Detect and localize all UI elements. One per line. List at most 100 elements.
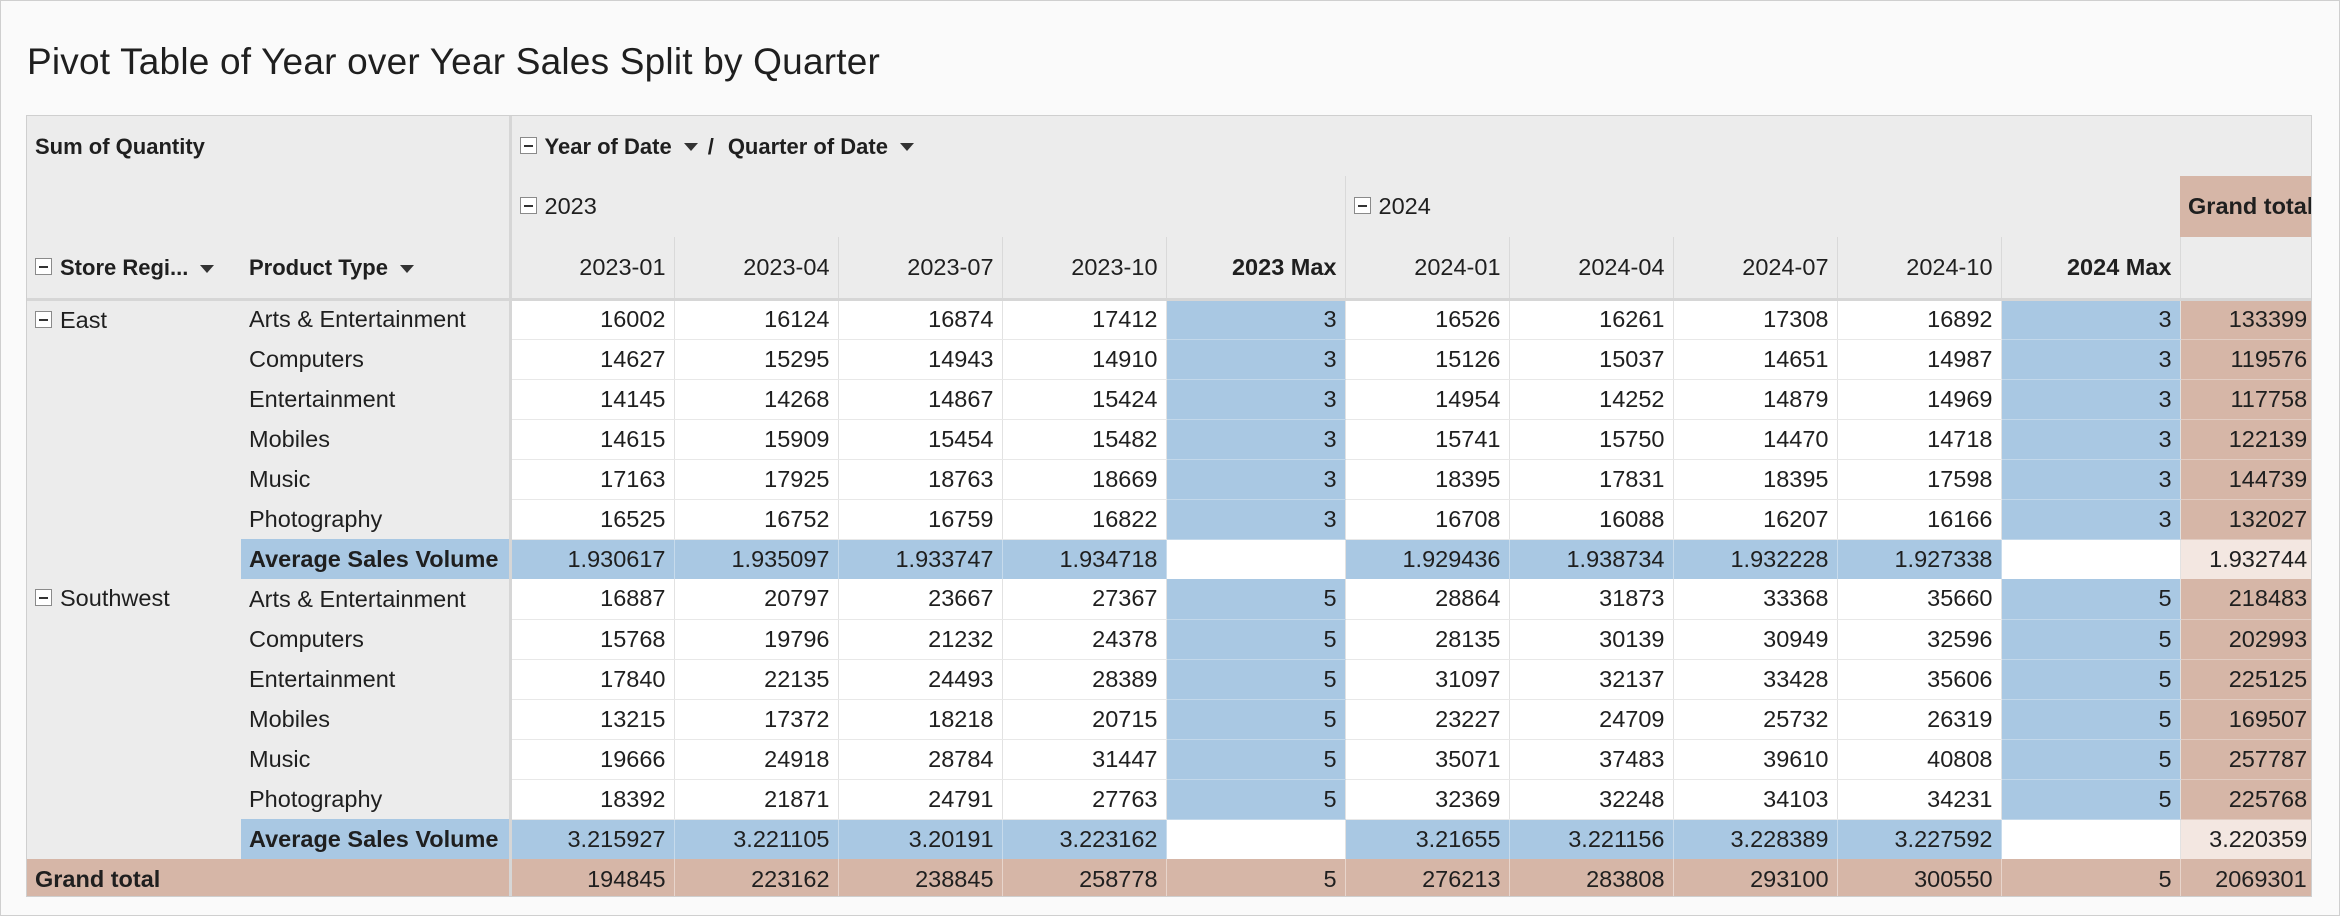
value-cell[interactable]: 24709 <box>1509 699 1674 740</box>
value-cell[interactable]: 39610 <box>1673 739 1838 780</box>
value-cell[interactable]: 14615 <box>510 419 675 460</box>
average-cell[interactable]: 3.221156 <box>1509 819 1674 859</box>
average-max-blank[interactable] <box>1166 819 1346 859</box>
max-cell[interactable]: 3 <box>2001 459 2181 500</box>
column-header[interactable]: 2024 Max <box>2001 237 2181 301</box>
value-cell[interactable]: 24791 <box>838 779 1003 820</box>
value-cell[interactable]: 17598 <box>1837 459 2002 500</box>
average-cell[interactable]: 1.932228 <box>1673 539 1838 579</box>
column-header[interactable]: 2023-01 <box>510 237 675 301</box>
product-type-field[interactable]: Product Type <box>241 237 512 301</box>
column-header[interactable]: 2024-04 <box>1509 237 1674 301</box>
value-cell[interactable]: 24918 <box>674 739 839 780</box>
value-cell[interactable]: 17372 <box>674 699 839 740</box>
value-cell[interactable]: 16708 <box>1345 499 1510 540</box>
value-cell[interactable]: 22135 <box>674 659 839 700</box>
average-grand-total-cell[interactable]: 3.220359 <box>2180 819 2311 859</box>
value-cell[interactable]: 15295 <box>674 339 839 380</box>
value-cell[interactable]: 17831 <box>1509 459 1674 500</box>
grand-total-cell[interactable]: 276213 <box>1345 859 1510 896</box>
value-cell[interactable]: 16752 <box>674 499 839 540</box>
max-cell[interactable]: 3 <box>1166 379 1346 420</box>
value-cell[interactable]: 18218 <box>838 699 1003 740</box>
value-cell[interactable]: 14943 <box>838 339 1003 380</box>
value-cell[interactable]: 14252 <box>1509 379 1674 420</box>
grand-total-cell[interactable]: 257787 <box>2180 739 2311 780</box>
value-cell[interactable]: 14627 <box>510 339 675 380</box>
average-cell[interactable]: 1.927338 <box>1837 539 2002 579</box>
average-cell[interactable]: 1.933747 <box>838 539 1003 579</box>
max-cell[interactable]: 3 <box>2001 379 2181 420</box>
max-cell[interactable]: 3 <box>1166 339 1346 380</box>
value-cell[interactable]: 23227 <box>1345 699 1510 740</box>
value-cell[interactable]: 17840 <box>510 659 675 700</box>
value-cell[interactable]: 16759 <box>838 499 1003 540</box>
average-max-blank[interactable] <box>2001 819 2181 859</box>
value-cell[interactable]: 15768 <box>510 619 675 660</box>
max-cell[interactable]: 3 <box>1166 419 1346 460</box>
value-cell[interactable]: 32596 <box>1837 619 2002 660</box>
value-cell[interactable]: 28784 <box>838 739 1003 780</box>
average-max-blank[interactable] <box>1166 539 1346 579</box>
value-cell[interactable]: 24378 <box>1002 619 1167 660</box>
value-cell[interactable]: 21232 <box>838 619 1003 660</box>
average-cell[interactable]: 3.221105 <box>674 819 839 859</box>
grand-total-cell[interactable]: 202993 <box>2180 619 2311 660</box>
max-cell[interactable]: 5 <box>1166 579 1346 620</box>
value-cell[interactable]: 14987 <box>1837 339 2002 380</box>
value-cell[interactable]: 14718 <box>1837 419 2002 460</box>
grand-total-cell[interactable]: 119576 <box>2180 339 2311 380</box>
value-cell[interactable]: 16822 <box>1002 499 1167 540</box>
value-cell[interactable]: 14470 <box>1673 419 1838 460</box>
max-cell[interactable]: 5 <box>2001 619 2181 660</box>
grand-total-cell[interactable]: 293100 <box>1673 859 1838 896</box>
value-cell[interactable]: 23667 <box>838 579 1003 620</box>
product-type-caret-icon[interactable] <box>399 264 414 273</box>
value-cell[interactable]: 19796 <box>674 619 839 660</box>
value-cell[interactable]: 14879 <box>1673 379 1838 420</box>
value-cell[interactable]: 32248 <box>1509 779 1674 820</box>
year-of-date-caret-icon[interactable] <box>683 143 698 152</box>
value-cell[interactable]: 28389 <box>1002 659 1167 700</box>
value-cell[interactable]: 21871 <box>674 779 839 820</box>
value-cell[interactable]: 14268 <box>674 379 839 420</box>
value-cell[interactable]: 35660 <box>1837 579 2002 620</box>
max-cell[interactable]: 3 <box>2001 339 2181 380</box>
max-cell[interactable]: 5 <box>2001 699 2181 740</box>
column-header[interactable]: 2023-07 <box>838 237 1003 301</box>
grand-total-cell[interactable]: 238845 <box>838 859 1003 896</box>
value-cell[interactable]: 32369 <box>1345 779 1510 820</box>
max-cell[interactable]: 5 <box>1166 699 1346 740</box>
value-cell[interactable]: 16887 <box>510 579 675 620</box>
row-header-region[interactable]: Southwest <box>27 579 241 859</box>
value-cell[interactable]: 16892 <box>1837 299 2002 340</box>
grand-total-cell[interactable]: 194845 <box>510 859 675 896</box>
value-cell[interactable]: 18395 <box>1345 459 1510 500</box>
column-header[interactable]: 2024-07 <box>1673 237 1838 301</box>
max-cell[interactable]: 3 <box>2001 499 2181 540</box>
max-cell[interactable]: 5 <box>1166 659 1346 700</box>
value-cell[interactable]: 27763 <box>1002 779 1167 820</box>
grand-total-cell[interactable]: 133399 <box>2180 299 2311 340</box>
average-max-blank[interactable] <box>2001 539 2181 579</box>
grand-total-cell[interactable]: 300550 <box>1837 859 2002 896</box>
max-cell[interactable]: 3 <box>2001 419 2181 460</box>
grand-total-cell[interactable]: 283808 <box>1509 859 1674 896</box>
value-cell[interactable]: 27367 <box>1002 579 1167 620</box>
average-cell[interactable]: 3.21655 <box>1345 819 1510 859</box>
value-cell[interactable]: 17925 <box>674 459 839 500</box>
grand-total-cell[interactable]: 258778 <box>1002 859 1167 896</box>
value-cell[interactable]: 14651 <box>1673 339 1838 380</box>
max-cell[interactable]: 5 <box>1166 619 1346 660</box>
value-cell[interactable]: 32137 <box>1509 659 1674 700</box>
value-cell[interactable]: 15454 <box>838 419 1003 460</box>
value-cell[interactable]: 28864 <box>1345 579 1510 620</box>
grand-total-cell[interactable]: 223162 <box>674 859 839 896</box>
year-of-date-field[interactable]: Year of Date <box>544 133 672 159</box>
value-cell[interactable]: 18669 <box>1002 459 1167 500</box>
value-cell[interactable]: 15909 <box>674 419 839 460</box>
max-cell[interactable]: 3 <box>2001 299 2181 340</box>
grand-total-cell[interactable]: 169507 <box>2180 699 2311 740</box>
max-cell[interactable]: 5 <box>1166 739 1346 780</box>
value-cell[interactable]: 33428 <box>1673 659 1838 700</box>
